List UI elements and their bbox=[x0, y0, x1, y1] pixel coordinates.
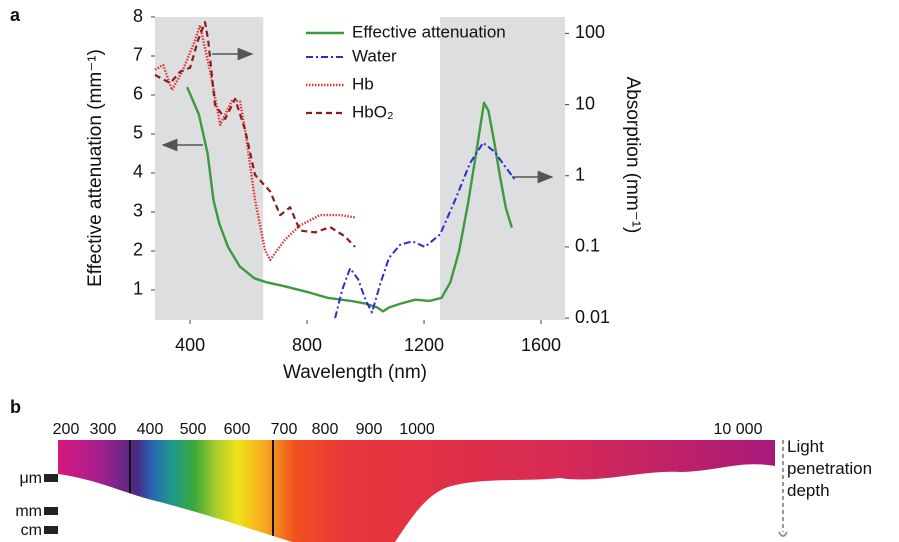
x-tick-label: 1600 bbox=[521, 335, 561, 355]
y-tick-label: 5 bbox=[133, 123, 143, 143]
legend-label: Effective attenuation bbox=[352, 22, 506, 41]
wavelength-label: 600 bbox=[224, 421, 251, 438]
depth-caption: Light penetration depth bbox=[787, 437, 873, 500]
y2-tick-label: 1 bbox=[575, 164, 585, 184]
y2-axis-title: Absorption (mm⁻¹) bbox=[622, 77, 643, 234]
depth-marker bbox=[44, 474, 58, 482]
y-tick-label: 6 bbox=[133, 84, 143, 104]
y2-tick-label: 10 bbox=[575, 93, 595, 113]
depth-label: cm bbox=[21, 522, 42, 539]
x-tick-label: 800 bbox=[292, 335, 322, 355]
wavelength-label: 500 bbox=[180, 421, 207, 438]
series-line bbox=[334, 141, 516, 319]
penetration-depth-area bbox=[58, 464, 775, 542]
y-tick-label: 8 bbox=[133, 6, 143, 26]
y-tick-label: 1 bbox=[133, 279, 143, 299]
depth-marker bbox=[44, 507, 58, 515]
wavelength-label: 10 000 bbox=[714, 421, 763, 438]
legend-label: Hb bbox=[352, 74, 374, 93]
wavelength-label: 300 bbox=[90, 421, 117, 438]
legend-label: Water bbox=[352, 46, 397, 65]
depth-label: μm bbox=[19, 470, 42, 487]
wavelength-label: 400 bbox=[137, 421, 164, 438]
y-tick-label: 4 bbox=[133, 162, 143, 182]
depth-label: mm bbox=[15, 503, 42, 520]
series-line bbox=[186, 86, 513, 313]
series-line bbox=[154, 21, 356, 248]
y2-tick-label: 0.1 bbox=[575, 236, 600, 256]
y2-tick-label: 0.01 bbox=[575, 307, 610, 327]
series-line bbox=[154, 24, 356, 261]
y-tick-label: 3 bbox=[133, 201, 143, 221]
y-axis-title: Effective attenuation (mm⁻¹) bbox=[85, 49, 106, 287]
y2-tick-label: 100 bbox=[575, 22, 605, 42]
shaded-region bbox=[440, 17, 565, 320]
wavelength-label: 200 bbox=[53, 421, 80, 438]
depth-guide-tip bbox=[778, 531, 788, 537]
depth-marker bbox=[44, 526, 58, 534]
y-tick-label: 2 bbox=[133, 240, 143, 260]
y-tick-label: 7 bbox=[133, 45, 143, 65]
x-tick-label: 400 bbox=[175, 335, 205, 355]
wavelength-label: 1000 bbox=[399, 421, 435, 438]
panel-label: b bbox=[10, 397, 21, 417]
panel-a: 1 2 3 4 5 6 7 8 100 10 1 0.1 0.01 400 800 1200 1600 Effec… bbox=[133, 6, 610, 355]
legend-label: HbO₂ bbox=[352, 102, 394, 121]
x-axis-title: Wavelength (nm) bbox=[283, 362, 427, 383]
panel-label: a bbox=[10, 5, 21, 25]
x-tick-label: 1200 bbox=[404, 335, 444, 355]
panel-b-labels: 200 300 400 500 600 700 800 900 1000 10 000 μm mm cm bbox=[15, 421, 762, 539]
wavelength-label: 900 bbox=[356, 421, 383, 438]
wavelength-label: 700 bbox=[271, 421, 298, 438]
wavelength-label: 800 bbox=[312, 421, 339, 438]
